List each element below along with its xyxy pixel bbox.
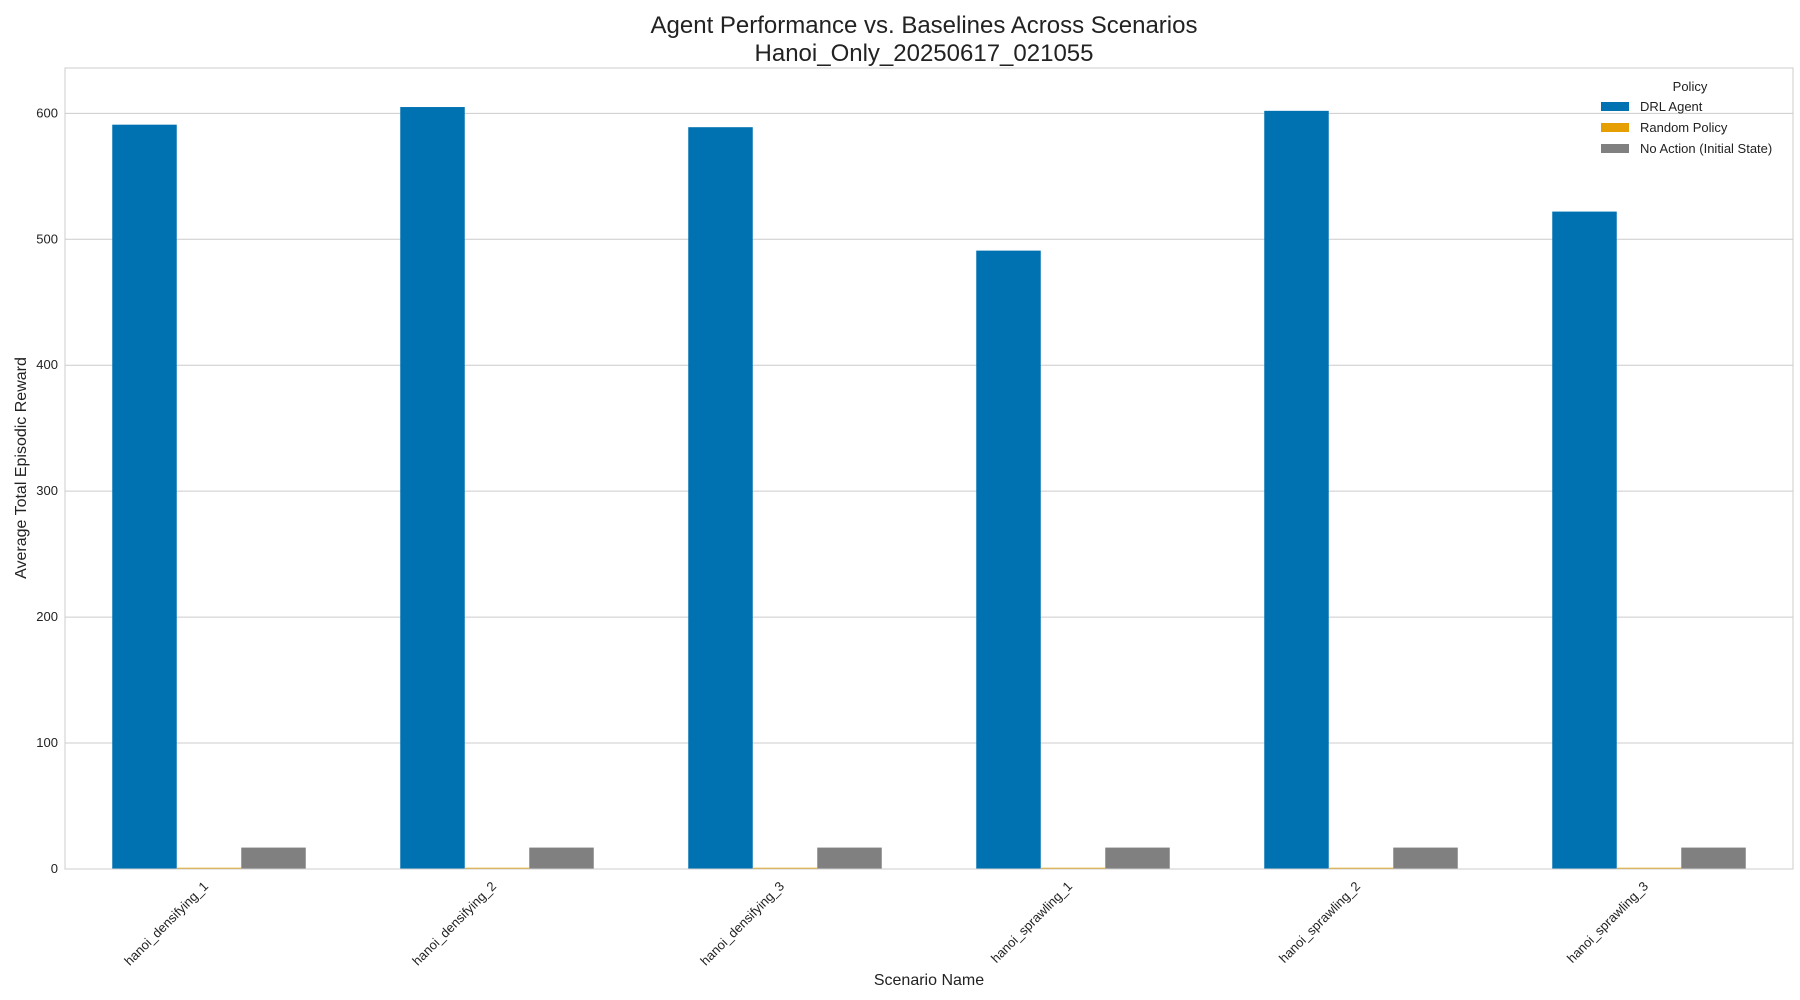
y-axis-ticks: 0 100 200 300 400 500 600 <box>36 105 58 876</box>
y-tick-label: 500 <box>36 231 58 246</box>
legend-title: Policy <box>1673 79 1708 94</box>
legend-label: No Action (Initial State) <box>1640 141 1772 156</box>
y-tick-label: 300 <box>36 483 58 498</box>
bar <box>752 867 818 869</box>
chart-title: Agent Performance vs. Baselines Across S… <box>651 12 1198 39</box>
legend-swatch <box>1601 144 1629 153</box>
bar <box>529 847 594 869</box>
bar <box>817 847 882 869</box>
bar <box>400 107 465 869</box>
legend-label: DRL Agent <box>1640 99 1703 114</box>
gridlines <box>65 112 1793 744</box>
bar <box>1105 847 1170 869</box>
bar <box>1264 110 1329 870</box>
legend-label: Random Policy <box>1640 120 1728 135</box>
legend: Policy DRL Agent Random Policy No Action (… <box>1601 79 1772 156</box>
bar <box>1681 847 1746 869</box>
y-tick-label: 100 <box>36 735 58 750</box>
bar <box>1393 847 1458 869</box>
bar <box>1616 867 1682 869</box>
legend-swatch <box>1601 102 1629 111</box>
plot-frame <box>64 67 1794 870</box>
bar <box>976 250 1041 869</box>
bar <box>241 847 306 869</box>
y-tick-label: 600 <box>36 105 58 120</box>
bar <box>1552 211 1617 870</box>
bar <box>688 127 753 869</box>
x-axis-label: Scenario Name <box>874 972 984 989</box>
bar <box>1040 867 1106 869</box>
bar <box>1328 867 1394 869</box>
bar <box>176 867 242 869</box>
y-axis-label: Average Total Episodic Reward <box>13 357 30 579</box>
bars <box>112 107 1746 870</box>
legend-swatch <box>1601 123 1629 132</box>
y-tick-label: 0 <box>51 861 58 876</box>
y-tick-label: 400 <box>36 357 58 372</box>
bar <box>112 124 177 869</box>
chart-subtitle: Hanoi_Only_20250617_021055 <box>755 40 1094 67</box>
bar <box>464 867 530 869</box>
y-tick-label: 200 <box>36 609 58 624</box>
